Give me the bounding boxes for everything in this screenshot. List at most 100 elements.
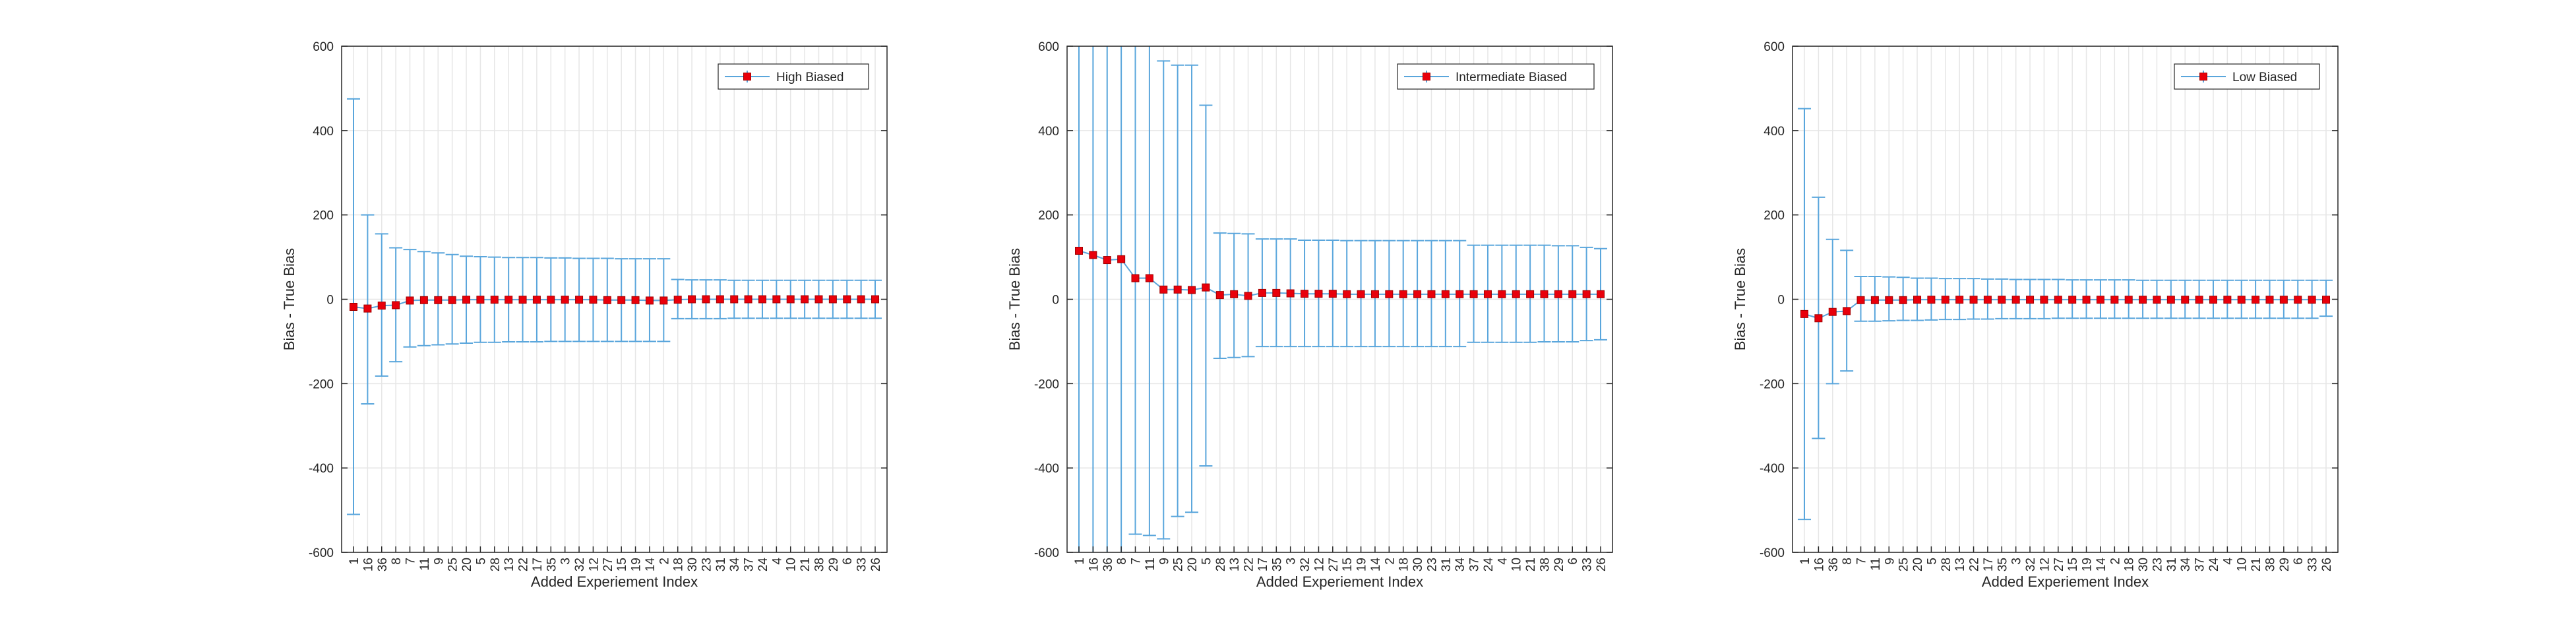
data-point [1215,291,1224,300]
x-tick-label: 14 [644,558,658,572]
x-tick-label: 13 [1953,558,1967,571]
data-point [1117,255,1126,263]
legend-label: High Biased [776,71,843,84]
x-tick-label: 29 [2278,558,2292,571]
x-tick-label: 12 [1312,558,1326,571]
data-point [363,304,372,313]
x-tick-label: 21 [1524,558,1538,571]
x-tick-label: 14 [2095,558,2108,572]
x-tick-label: 4 [1496,558,1510,565]
x-tick-label: 25 [1172,558,1186,571]
y-tick-label: 0 [1777,294,1785,308]
data-point [377,302,386,310]
data-point [1343,290,1351,298]
data-point [2265,296,2274,304]
x-tick-label: 2 [1383,558,1397,565]
data-point [1828,308,1837,316]
y-tick-label: -200 [1034,377,1059,391]
data-point [1597,290,1605,298]
y-tick-label: -400 [1034,462,1059,476]
data-point [392,301,400,310]
y-axis-label: Bias - True Bias [1732,248,1748,350]
data-point [1969,296,1978,304]
data-point [814,295,823,304]
x-tick-label: 15 [2066,558,2080,571]
data-point [2040,296,2048,304]
x-tick-label: 34 [2179,558,2193,572]
x-tick-label: 30 [686,558,700,571]
x-tick-label: 22 [517,558,531,571]
data-point [1075,246,1083,255]
legend-marker [743,73,751,81]
data-point [1955,296,1964,304]
y-tick-label: 200 [1763,209,1785,223]
data-point [1103,256,1111,265]
x-tick-label: 3 [559,558,573,565]
data-point [801,295,809,304]
data-point [786,295,795,304]
x-tick-label: 26 [1595,558,1609,571]
data-point [2011,296,2020,304]
data-point [1456,290,1464,298]
x-tick-label: 26 [2320,558,2334,571]
legend: Low Biased [2174,63,2320,90]
x-tick-label: 5 [1200,558,1213,565]
data-point [589,296,598,304]
x-tick-label: 16 [1087,558,1101,571]
x-tick-label: 16 [361,558,375,571]
x-tick-label: 37 [1468,558,1482,571]
x-tick-label: 31 [1440,558,1454,571]
data-point [1568,290,1577,298]
legend-marker [2199,73,2207,81]
data-point [758,295,766,304]
y-tick-label: 200 [313,209,334,223]
x-tick-label: 36 [1101,558,1115,571]
data-point [1230,290,1239,298]
x-tick-label: 30 [2137,558,2151,571]
x-tick-label: 3 [2010,558,2024,565]
x-tick-label: 8 [390,558,404,565]
data-point [1540,290,1549,298]
x-tick-label: 23 [1425,558,1439,571]
data-point [744,295,752,304]
data-point [688,295,696,304]
legend-label: Intermediate Biased [1456,71,1567,84]
x-tick-label: 6 [841,558,855,565]
x-tick-label: 10 [785,558,799,571]
data-point [2110,296,2119,304]
data-point [406,296,414,305]
data-point [476,296,485,304]
data-point [2223,296,2232,304]
data-point [702,295,710,304]
data-point [1244,292,1252,300]
y-tick-label: -600 [1034,546,1059,560]
data-point [730,295,739,304]
y-tick-label: 0 [1052,294,1059,308]
data-point [1469,290,1478,298]
x-tick-label: 31 [2165,558,2179,571]
x-tick-label: 18 [672,558,686,571]
data-point [2082,296,2091,304]
x-tick-label: 6 [2292,558,2306,565]
x-axis-label: Added Experiement Index [1982,573,2149,590]
x-tick-label: 37 [2193,558,2207,571]
y-tick-label: 400 [1038,125,1059,139]
y-tick-label: -200 [309,377,334,391]
y-tick-label: 600 [1763,40,1785,54]
x-tick-label: 7 [404,558,418,565]
data-point [2124,296,2133,304]
x-tick-label: 35 [1996,558,2009,571]
data-point [1913,296,1922,304]
data-point [673,296,682,304]
data-point [2139,296,2147,304]
x-tick-label: 5 [1925,558,1939,565]
data-point [1554,290,1562,298]
y-axis-label: Bias - True Bias [1006,248,1023,350]
x-tick-label: 11 [418,558,432,571]
x-tick-label: 17 [1982,558,1996,571]
data-point [505,296,513,304]
x-tick-label: 1 [1798,558,1812,565]
